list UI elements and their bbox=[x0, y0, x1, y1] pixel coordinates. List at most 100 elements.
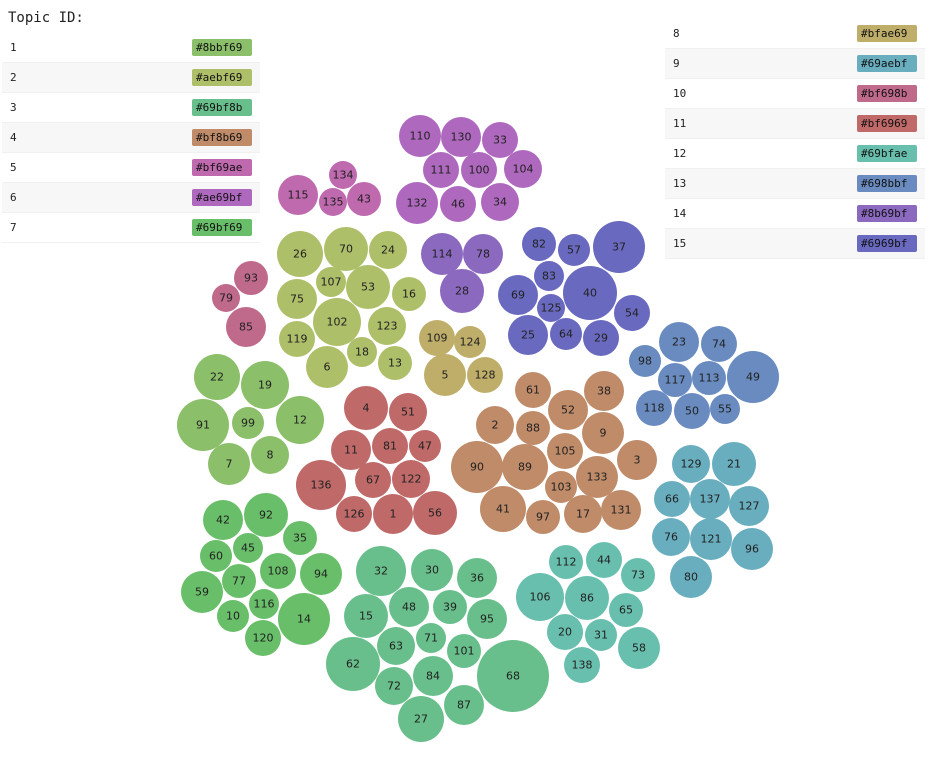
topic-bubble-circle[interactable] bbox=[565, 576, 609, 620]
topic-bubble-circle[interactable] bbox=[181, 571, 223, 613]
topic-bubble-circle[interactable] bbox=[692, 361, 726, 395]
topic-bubble[interactable]: 65 bbox=[609, 593, 643, 627]
topic-bubble[interactable]: 43 bbox=[347, 182, 381, 216]
topic-bubble-circle[interactable] bbox=[498, 275, 538, 315]
topic-bubble-circle[interactable] bbox=[550, 318, 582, 350]
topic-bubble[interactable]: 49 bbox=[727, 351, 779, 403]
topic-bubble[interactable]: 71 bbox=[416, 623, 446, 653]
topic-bubble[interactable]: 24 bbox=[369, 231, 407, 269]
topic-bubble[interactable]: 58 bbox=[618, 627, 660, 669]
topic-bubble-circle[interactable] bbox=[413, 656, 453, 696]
topic-bubble-circle[interactable] bbox=[419, 320, 455, 356]
topic-bubble[interactable]: 132 bbox=[396, 182, 438, 224]
topic-bubble[interactable]: 92 bbox=[244, 493, 288, 537]
topic-bubble[interactable]: 6 bbox=[306, 346, 348, 388]
topic-bubble[interactable]: 98 bbox=[629, 345, 661, 377]
topic-bubble[interactable]: 22 bbox=[194, 354, 240, 400]
topic-bubble-circle[interactable] bbox=[222, 564, 256, 598]
topic-bubble[interactable]: 35 bbox=[283, 521, 317, 555]
topic-bubble[interactable]: 96 bbox=[731, 528, 773, 570]
topic-bubble-circle[interactable] bbox=[582, 412, 624, 454]
topic-bubble[interactable]: 83 bbox=[534, 261, 564, 291]
topic-bubble[interactable]: 57 bbox=[558, 234, 590, 266]
topic-bubble[interactable]: 79 bbox=[212, 284, 240, 312]
topic-bubble[interactable]: 121 bbox=[690, 518, 732, 560]
topic-bubble[interactable]: 56 bbox=[413, 491, 457, 535]
topic-bubble-circle[interactable] bbox=[244, 493, 288, 537]
topic-bubble-circle[interactable] bbox=[548, 390, 588, 430]
topic-bubble-circle[interactable] bbox=[654, 481, 690, 517]
topic-bubble[interactable]: 131 bbox=[601, 490, 641, 530]
topic-bubble[interactable]: 53 bbox=[346, 265, 390, 309]
topic-bubble-circle[interactable] bbox=[477, 640, 549, 712]
topic-bubble[interactable]: 108 bbox=[260, 553, 296, 589]
topic-bubble-circle[interactable] bbox=[451, 441, 503, 493]
topic-bubble-circle[interactable] bbox=[672, 445, 710, 483]
topic-bubble[interactable]: 12 bbox=[276, 396, 324, 444]
topic-bubble[interactable]: 122 bbox=[392, 460, 430, 498]
topic-bubble-circle[interactable] bbox=[316, 267, 346, 297]
topic-bubble[interactable]: 15 bbox=[344, 594, 388, 638]
topic-bubble[interactable]: 104 bbox=[504, 150, 542, 188]
topic-bubble-circle[interactable] bbox=[392, 460, 430, 498]
topic-bubble[interactable]: 11 bbox=[331, 430, 371, 470]
topic-bubble[interactable]: 25 bbox=[508, 315, 548, 355]
topic-bubble-circle[interactable] bbox=[674, 393, 710, 429]
topic-bubble-circle[interactable] bbox=[564, 495, 602, 533]
topic-bubble-circle[interactable] bbox=[516, 411, 550, 445]
topic-bubble[interactable]: 18 bbox=[347, 337, 377, 367]
topic-bubble-circle[interactable] bbox=[727, 351, 779, 403]
topic-bubble[interactable]: 59 bbox=[181, 571, 223, 613]
topic-bubble[interactable]: 40 bbox=[563, 266, 617, 320]
topic-bubble[interactable]: 20 bbox=[547, 614, 583, 650]
topic-bubble[interactable]: 32 bbox=[356, 546, 406, 596]
topic-bubble-circle[interactable] bbox=[658, 363, 692, 397]
topic-bubble[interactable]: 16 bbox=[392, 277, 426, 311]
topic-bubble-circle[interactable] bbox=[729, 486, 769, 526]
topic-bubble-circle[interactable] bbox=[710, 394, 740, 424]
topic-bubble[interactable]: 101 bbox=[447, 634, 481, 668]
topic-bubble-circle[interactable] bbox=[563, 266, 617, 320]
topic-bubble[interactable]: 109 bbox=[419, 320, 455, 356]
topic-bubble-circle[interactable] bbox=[241, 361, 289, 409]
topic-bubble-circle[interactable] bbox=[564, 647, 600, 683]
topic-bubble[interactable]: 120 bbox=[245, 620, 281, 656]
topic-bubble[interactable]: 85 bbox=[226, 307, 266, 347]
topic-bubble-circle[interactable] bbox=[411, 549, 453, 591]
topic-bubble-circle[interactable] bbox=[226, 307, 266, 347]
topic-bubble[interactable]: 118 bbox=[636, 390, 672, 426]
topic-bubble[interactable]: 5 bbox=[424, 354, 466, 396]
topic-bubble[interactable]: 2 bbox=[476, 406, 514, 444]
topic-bubble-circle[interactable] bbox=[440, 186, 476, 222]
topic-bubble[interactable]: 46 bbox=[440, 186, 476, 222]
topic-bubble[interactable]: 37 bbox=[593, 221, 645, 273]
topic-bubble[interactable]: 45 bbox=[233, 533, 263, 563]
topic-bubble[interactable]: 90 bbox=[451, 441, 503, 493]
topic-bubble-circle[interactable] bbox=[306, 346, 348, 388]
topic-bubble-circle[interactable] bbox=[480, 486, 526, 532]
topic-bubble-circle[interactable] bbox=[482, 122, 518, 158]
topic-bubble[interactable]: 63 bbox=[377, 627, 415, 665]
topic-bubble-circle[interactable] bbox=[731, 528, 773, 570]
topic-bubble-circle[interactable] bbox=[233, 533, 263, 563]
topic-bubble-circle[interactable] bbox=[326, 637, 380, 691]
topic-bubble[interactable]: 50 bbox=[674, 393, 710, 429]
topic-bubble[interactable]: 28 bbox=[440, 269, 484, 313]
topic-bubble-circle[interactable] bbox=[203, 500, 243, 540]
topic-bubble-circle[interactable] bbox=[441, 117, 481, 157]
topic-bubble[interactable]: 21 bbox=[712, 442, 756, 486]
topic-bubble-circle[interactable] bbox=[547, 433, 583, 469]
topic-bubble[interactable]: 97 bbox=[526, 500, 560, 534]
topic-bubble[interactable]: 52 bbox=[548, 390, 588, 430]
topic-bubble-circle[interactable] bbox=[712, 442, 756, 486]
topic-bubble-circle[interactable] bbox=[355, 462, 391, 498]
topic-bubble[interactable]: 87 bbox=[444, 685, 484, 725]
topic-bubble[interactable]: 81 bbox=[372, 428, 408, 464]
topic-bubble-circle[interactable] bbox=[585, 619, 617, 651]
topic-bubble[interactable]: 102 bbox=[313, 298, 361, 346]
topic-bubble[interactable]: 47 bbox=[409, 430, 441, 462]
topic-bubble-circle[interactable] bbox=[373, 494, 413, 534]
topic-bubble[interactable]: 19 bbox=[241, 361, 289, 409]
topic-bubble-circle[interactable] bbox=[396, 182, 438, 224]
topic-bubble[interactable]: 62 bbox=[326, 637, 380, 691]
